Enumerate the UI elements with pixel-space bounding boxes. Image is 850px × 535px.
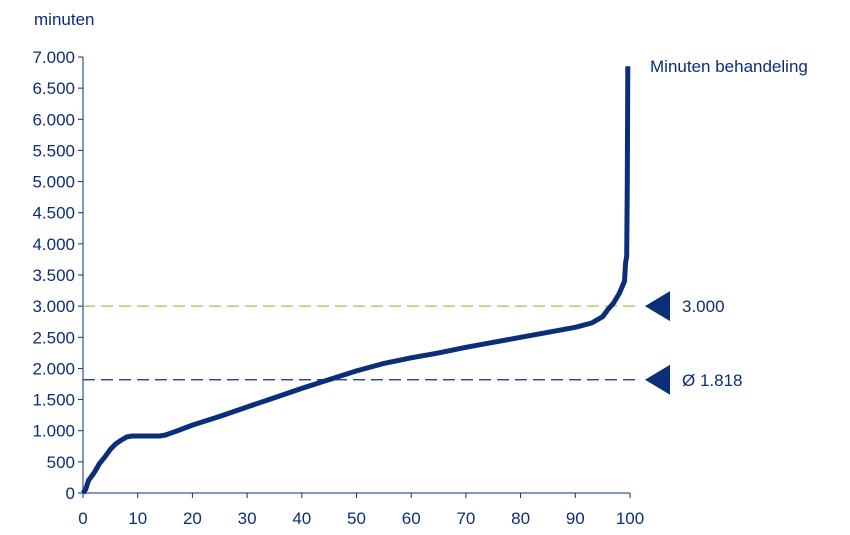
y-tick-label: 1.000 xyxy=(32,422,75,441)
y-tick-label: 4.500 xyxy=(32,204,75,223)
x-tick-label: 80 xyxy=(511,509,530,528)
reference-marker-0 xyxy=(645,291,670,322)
y-tick-label: 3.000 xyxy=(32,297,75,316)
y-tick-label: 7.000 xyxy=(32,48,75,67)
x-tick-label: 70 xyxy=(456,509,475,528)
reference-lines: 3.000 Ø 1.818 xyxy=(83,291,743,395)
x-axis: 0 10 20 30 40 50 60 70 80 90 100 xyxy=(78,492,644,528)
y-tick-label: 1.500 xyxy=(32,391,75,410)
y-tick-label: 5.000 xyxy=(32,173,75,192)
x-tick-label: 0 xyxy=(78,509,87,528)
y-tick-label: 500 xyxy=(47,453,75,472)
y-tick-label: 2.000 xyxy=(32,359,75,378)
x-tick-label: 60 xyxy=(402,509,421,528)
y-tick-label: 6.000 xyxy=(32,110,75,129)
series-group: Minuten behandeling xyxy=(80,57,808,495)
x-tick-label: 30 xyxy=(238,509,257,528)
x-tick-label: 40 xyxy=(292,509,311,528)
reference-marker-1 xyxy=(645,364,670,395)
reference-label-0: 3.000 xyxy=(682,297,725,316)
y-tick-label: 2.500 xyxy=(32,328,75,347)
x-tick-label: 50 xyxy=(347,509,366,528)
y-tick-label: 4.000 xyxy=(32,235,75,254)
reference-label-1: Ø 1.818 xyxy=(682,371,743,390)
x-tick-label: 20 xyxy=(183,509,202,528)
y-axis: 0 500 1.000 1.500 2.000 2.500 3.000 3.500 4.000 4… xyxy=(32,48,84,503)
x-tick-label: 90 xyxy=(566,509,585,528)
x-tick-label: 100 xyxy=(616,509,644,528)
y-axis-label: minuten xyxy=(34,10,94,29)
y-tick-label: 5.500 xyxy=(32,141,75,160)
y-tick-label: 0 xyxy=(66,484,75,503)
series-label-0: Minuten behandeling xyxy=(650,57,808,76)
series-line-0 xyxy=(80,66,631,495)
y-tick-label: 3.500 xyxy=(32,266,75,285)
x-tick-label: 10 xyxy=(128,509,147,528)
y-tick-label: 6.500 xyxy=(32,79,75,98)
